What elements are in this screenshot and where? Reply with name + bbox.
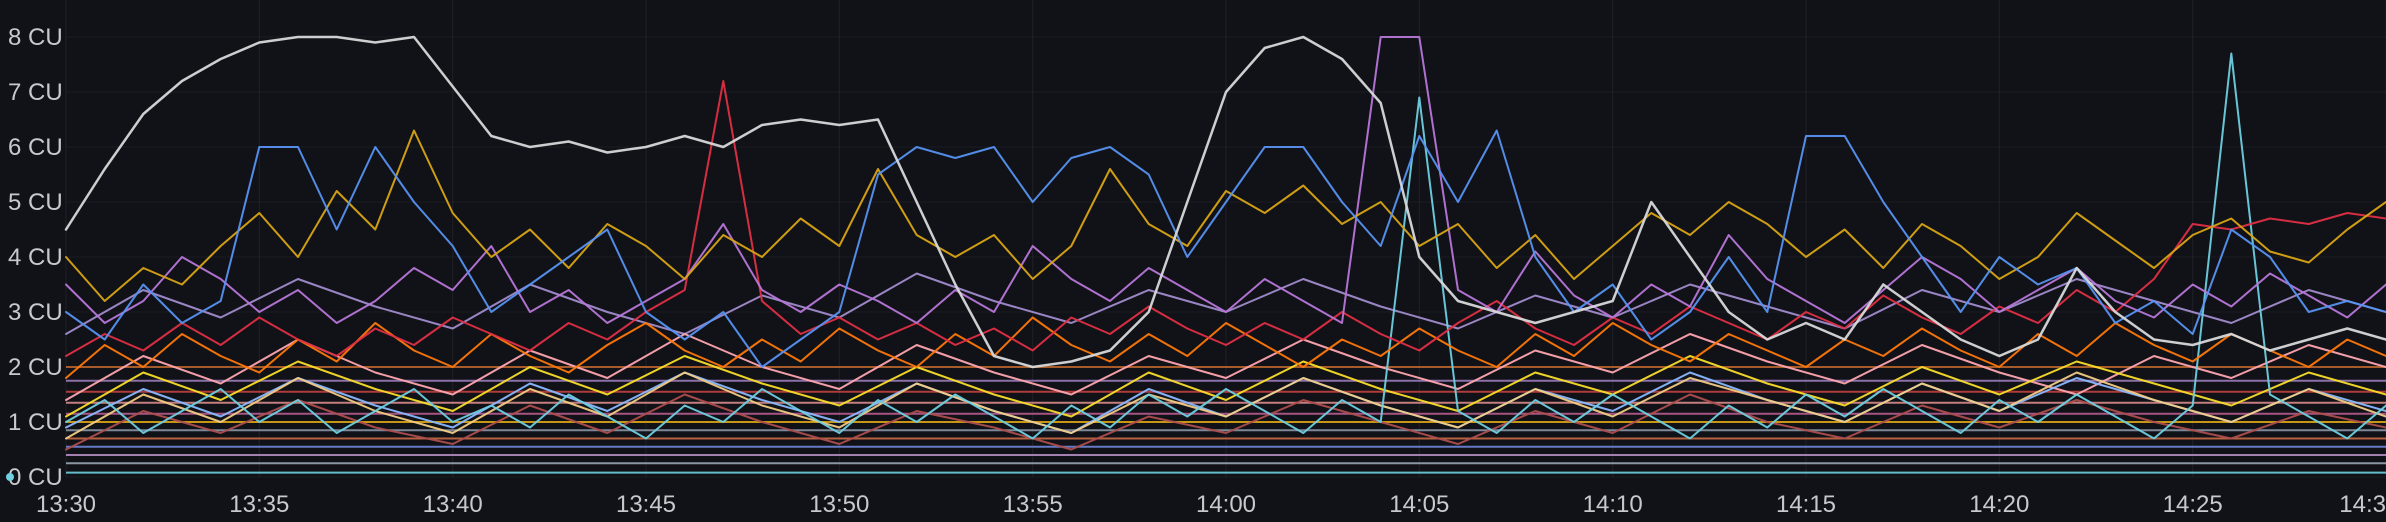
series-point-dot <box>6 473 14 481</box>
y-tick-label: 0 CU <box>8 464 63 491</box>
x-tick-label: 14:25 <box>2163 491 2223 518</box>
x-tick-label: 13:40 <box>423 491 483 518</box>
x-tick-label: 14:15 <box>1776 491 1836 518</box>
y-tick-label: 8 CU <box>8 24 63 51</box>
x-tick-label: 14:10 <box>1583 491 1643 518</box>
x-tick-label: 14:3 <box>2339 491 2386 518</box>
y-tick-label: 2 CU <box>8 354 63 381</box>
x-tick-label: 13:45 <box>616 491 676 518</box>
series-red <box>65 80 2386 357</box>
series-salmon <box>65 333 2386 401</box>
series-purple <box>65 36 2386 324</box>
series-teal <box>65 52 2386 440</box>
y-tick-label: 7 CU <box>8 79 63 106</box>
series-gold <box>65 129 2386 302</box>
x-tick-label: 14:00 <box>1196 491 1256 518</box>
x-tick-label: 13:30 <box>36 491 96 518</box>
y-tick-label: 1 CU <box>8 409 63 436</box>
series-maroon <box>65 393 2386 451</box>
x-tick-label: 13:50 <box>809 491 869 518</box>
series-orange <box>65 316 2386 379</box>
x-tick-label: 13:35 <box>229 491 289 518</box>
x-tick-label: 14:05 <box>1389 491 1449 518</box>
y-tick-label: 3 CU <box>8 299 63 326</box>
x-tick-label: 13:55 <box>1003 491 1063 518</box>
series-white <box>64 35 2386 369</box>
y-tick-label: 6 CU <box>8 134 63 161</box>
y-tick-label: 5 CU <box>8 189 63 216</box>
series-blue <box>65 129 2386 368</box>
series-bright-yellow <box>65 355 2386 418</box>
y-tick-label: 4 CU <box>8 244 63 271</box>
series-cream <box>65 371 2386 440</box>
x-tick-label: 14:20 <box>1969 491 2029 518</box>
